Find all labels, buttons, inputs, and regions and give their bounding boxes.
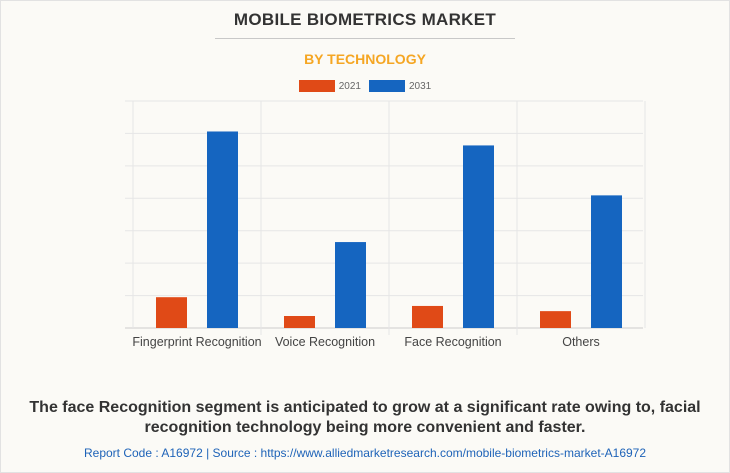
legend-swatch-2021 xyxy=(298,80,335,92)
legend: 2021 2031 xyxy=(0,80,730,92)
bar-2031-others xyxy=(591,195,622,328)
bar-2031-fingerprint-recognition xyxy=(207,131,238,328)
bar-2031-voice-recognition xyxy=(335,242,366,328)
chart-title: MOBILE BIOMETRICS MARKET xyxy=(233,10,497,29)
bar-2031-face-recognition xyxy=(463,145,494,328)
legend-item-2031[interactable]: 2031 xyxy=(369,80,431,92)
x-tick-label: Voice Recognition xyxy=(275,335,375,349)
bar-2021-face-recognition xyxy=(412,305,443,328)
legend-swatch-2031 xyxy=(369,80,405,92)
x-tick-label: Others xyxy=(562,335,600,349)
bar-2021-fingerprint-recognition xyxy=(156,297,187,328)
x-tick-label: Fingerprint Recognition xyxy=(132,335,261,349)
chart-subtitle: BY TECHNOLOGY xyxy=(304,51,426,67)
source-link[interactable]: Report Code : A16972 | Source : https://… xyxy=(83,446,647,460)
legend-label-2031: 2031 xyxy=(409,80,432,92)
bar-2021-others xyxy=(540,311,571,328)
title-divider xyxy=(215,38,515,39)
chart-caption: The face Recognition segment is anticipa… xyxy=(29,399,701,436)
x-tick-label: Face Recognition xyxy=(404,335,501,349)
legend-item-2021[interactable]: 2021 xyxy=(298,80,361,92)
legend-label-2021: 2021 xyxy=(338,80,361,92)
bar-2021-voice-recognition xyxy=(284,316,315,328)
